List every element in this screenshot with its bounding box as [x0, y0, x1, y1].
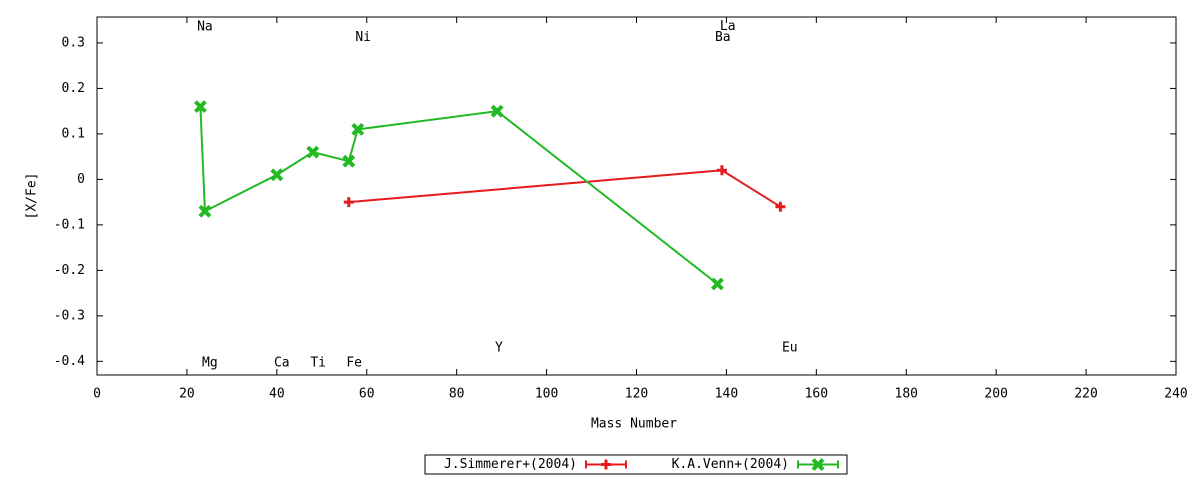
legend-box — [424, 454, 848, 475]
x-tick-label: 0 — [93, 387, 101, 402]
marker — [351, 122, 365, 136]
legend-marker — [811, 458, 825, 471]
data-line — [348, 169, 781, 208]
marker — [193, 100, 207, 114]
marker-shape — [711, 277, 724, 291]
annotation: Ni — [355, 30, 371, 45]
marker-shape — [351, 122, 365, 136]
marker — [342, 154, 356, 168]
marker — [270, 168, 284, 182]
marker — [198, 204, 212, 218]
plot-frame — [96, 16, 1177, 376]
x-tick-label: 80 — [449, 387, 465, 402]
annotation: Na — [197, 20, 213, 35]
x-tick-label: 100 — [535, 387, 558, 402]
annotation: Y — [495, 341, 503, 356]
marker-shape — [716, 165, 727, 176]
annotation: Fe — [346, 356, 362, 371]
marker — [306, 145, 320, 159]
x-tick-label: 60 — [359, 387, 375, 402]
y-tick-label: -0.2 — [54, 263, 85, 278]
marker — [343, 197, 354, 208]
x-tick-label: 200 — [984, 387, 1007, 402]
y-tick-label: 0.3 — [62, 35, 85, 50]
x-tick-label: 120 — [625, 387, 648, 402]
annotation: Ba — [715, 30, 731, 45]
legend-label: K.A.Venn+(2004) — [672, 457, 789, 472]
y-tick-label: 0.1 — [62, 126, 85, 141]
marker-shape — [601, 459, 611, 470]
annotation: Ti — [310, 356, 326, 371]
y-tick-label: 0.2 — [62, 81, 85, 96]
marker-shape — [342, 154, 356, 168]
y-axis-label: [X/Fe] — [25, 173, 40, 220]
x-axis-label: Mass Number — [591, 417, 677, 432]
marker-shape — [775, 201, 786, 212]
y-tick-label: -0.4 — [54, 354, 85, 369]
x-tick-label: 140 — [715, 387, 738, 402]
marker-shape — [490, 104, 504, 118]
x-tick-label: 160 — [805, 387, 828, 402]
y-tick-label: 0 — [77, 172, 85, 187]
legend-marker — [601, 459, 611, 470]
annotation: Mg — [202, 356, 218, 371]
x-tick-label: 40 — [269, 387, 285, 402]
x-tick-label: 20 — [179, 387, 195, 402]
marker — [775, 201, 786, 212]
marker-shape — [198, 204, 212, 218]
annotation: La — [720, 19, 736, 34]
marker — [490, 104, 504, 118]
marker — [716, 165, 727, 176]
marker-shape — [306, 145, 320, 159]
annotation: Eu — [782, 341, 798, 356]
marker-shape — [270, 168, 284, 182]
annotation: Ca — [274, 356, 290, 371]
marker-shape — [811, 458, 825, 471]
y-tick-label: -0.3 — [54, 308, 85, 323]
x-tick-label: 240 — [1164, 387, 1187, 402]
marker-shape — [343, 197, 354, 208]
y-tick-label: -0.1 — [54, 217, 85, 232]
legend-label: J.Simmerer+(2004) — [444, 457, 577, 472]
marker-shape — [193, 100, 207, 114]
x-tick-label: 220 — [1074, 387, 1097, 402]
marker — [711, 277, 724, 291]
data-line — [199, 106, 719, 285]
x-tick-label: 180 — [895, 387, 918, 402]
